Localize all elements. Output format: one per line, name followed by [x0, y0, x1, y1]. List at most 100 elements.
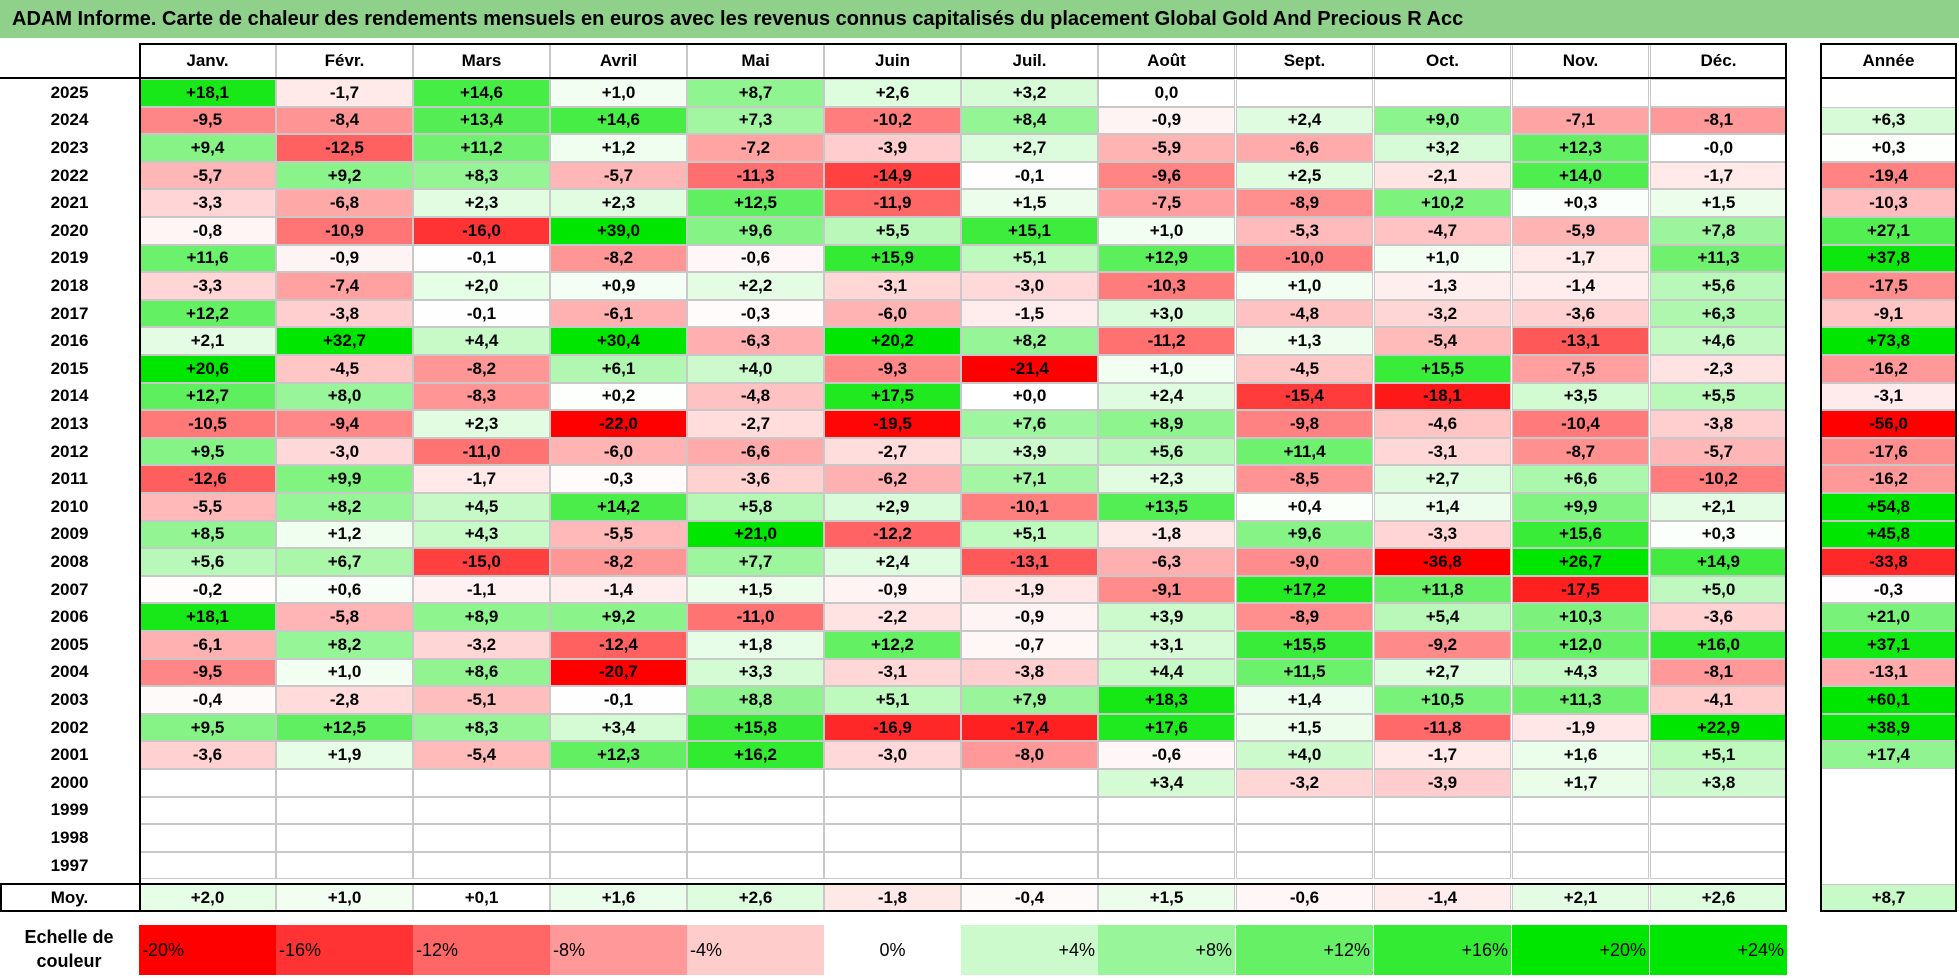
- heatmap-cell: +8,5: [139, 520, 276, 549]
- heatmap-cell: -1,9: [961, 575, 1098, 604]
- year-label: 2012: [50, 441, 89, 461]
- annual-cell: [1820, 824, 1957, 852]
- heatmap-cell: +6,3: [1650, 299, 1787, 328]
- heatmap-cell: [1374, 79, 1511, 107]
- heatmap-cell: +18,3: [1098, 686, 1235, 714]
- heatmap-cell: -7,5: [1512, 355, 1649, 383]
- heatmap-cell: +9,9: [1512, 493, 1649, 521]
- heatmap-cell: -11,0: [413, 437, 550, 466]
- heatmap-cell: -10,2: [824, 106, 961, 135]
- heatmap-cell: -8,7: [1512, 437, 1649, 466]
- heatmap-cell: +5,1: [824, 686, 961, 714]
- heatmap-cell: -0,3: [687, 299, 824, 328]
- heatmap-cell: [961, 824, 1098, 852]
- heatmap-cell: [1236, 796, 1373, 825]
- heatmap-cell: +15,6: [1512, 520, 1649, 549]
- month-header: Févr.: [276, 43, 413, 78]
- header-divider: [0, 77, 1787, 79]
- heatmap-cell: -8,9: [1236, 189, 1373, 217]
- heatmap-cell: +1,6: [1512, 741, 1649, 769]
- heatmap-cell: -9,1: [1098, 575, 1235, 604]
- heatmap-cell: [824, 824, 961, 852]
- heatmap-cell: -0,1: [961, 161, 1098, 190]
- heatmap-cell: -9,0: [1236, 548, 1373, 576]
- heatmap-cell: +1,5: [687, 575, 824, 604]
- heatmap-cell: -6,8: [276, 189, 413, 217]
- heatmap-cell: +1,5: [1650, 189, 1787, 217]
- heatmap-cell: +4,4: [1098, 658, 1235, 687]
- heatmap-cell: -10,2: [1650, 465, 1787, 493]
- heatmap-cell: -3,1: [824, 658, 961, 687]
- heatmap-cell: -3,6: [687, 465, 824, 493]
- year-label: 2018: [50, 275, 89, 295]
- heatmap-cell: +21,0: [687, 520, 824, 549]
- heatmap-cell: +12,3: [550, 741, 687, 769]
- heatmap-cell: [687, 796, 824, 825]
- heatmap-cell: +10,2: [1374, 189, 1511, 217]
- year-label: 2007: [50, 579, 89, 599]
- heatmap-cell: -2,2: [824, 603, 961, 631]
- heatmap-cell: [413, 851, 550, 880]
- heatmap-cell: +4,0: [1236, 741, 1373, 769]
- heatmap-cell: +9,6: [1236, 520, 1373, 549]
- year-label: 1997: [50, 855, 89, 875]
- annual-cell: +37,1: [1820, 631, 1957, 659]
- heatmap-cell: +12,5: [276, 713, 413, 742]
- heatmap-cell: +16,0: [1650, 631, 1787, 659]
- heatmap-cell: +5,5: [824, 217, 961, 245]
- scale-step: 0%: [824, 925, 961, 975]
- heatmap-cell: +7,9: [961, 686, 1098, 714]
- heatmap-cell: +2,6: [824, 79, 961, 107]
- heatmap-cell: [413, 824, 550, 852]
- heatmap-cell: [1236, 79, 1373, 107]
- heatmap-cell: -7,1: [1512, 106, 1649, 135]
- heatmap-cell: -9,6: [1098, 161, 1235, 190]
- scale-step: -8%: [550, 925, 687, 975]
- heatmap-cell: -3,8: [276, 299, 413, 328]
- heatmap-cell: [1650, 79, 1787, 107]
- heatmap-cell: -3,0: [824, 741, 961, 769]
- heatmap-cell: +2,7: [961, 134, 1098, 162]
- heatmap-cell: -3,2: [1236, 769, 1373, 797]
- heatmap-cell: +6,6: [1512, 465, 1649, 493]
- annual-cell: -56,0: [1820, 410, 1957, 438]
- heatmap-cell: -1,7: [413, 465, 550, 493]
- heatmap-cell: +3,9: [1098, 603, 1235, 631]
- heatmap-cell: -12,5: [276, 134, 413, 162]
- heatmap-cell: -16,0: [413, 217, 550, 245]
- heatmap-cell: +12,0: [1512, 631, 1649, 659]
- scale-step: -12%: [413, 925, 550, 975]
- heatmap-cell: -4,7: [1374, 217, 1511, 245]
- heatmap-cell: -11,0: [687, 603, 824, 631]
- heatmap-cell: +10,5: [1374, 686, 1511, 714]
- heatmap-cell: +5,1: [961, 244, 1098, 273]
- heatmap-cell: +2,5: [1236, 161, 1373, 190]
- heatmap-cell: +30,4: [550, 327, 687, 355]
- scale-step: +24%: [1650, 925, 1787, 975]
- heatmap-cell: +0,2: [550, 382, 687, 411]
- year-label: 2024: [50, 110, 89, 130]
- annual-cell: +38,9: [1820, 713, 1957, 742]
- month-header: Nov.: [1512, 43, 1649, 78]
- heatmap-cell: -9,8: [1236, 410, 1373, 438]
- heatmap-cell: [1374, 796, 1511, 825]
- heatmap-cell: +11,8: [1374, 575, 1511, 604]
- heatmap-cell: -9,5: [139, 658, 276, 687]
- heatmap-cell: [139, 769, 276, 797]
- heatmap-cell: -7,2: [687, 134, 824, 162]
- heatmap-cell: -4,8: [1236, 299, 1373, 328]
- heatmap-cell: +2,2: [687, 272, 824, 300]
- annual-cell: +45,8: [1820, 520, 1957, 549]
- average-cell: +1,5: [1098, 884, 1235, 911]
- heatmap-cell: +2,1: [1650, 493, 1787, 521]
- heatmap-cell: -1,1: [413, 575, 550, 604]
- heatmap-cell: -8,2: [413, 355, 550, 383]
- heatmap-cell: +7,6: [961, 410, 1098, 438]
- heatmap-cell: [824, 851, 961, 880]
- heatmap-cell: -3,9: [824, 134, 961, 162]
- heatmap-cell: [276, 851, 413, 880]
- heatmap-cell: +4,0: [687, 355, 824, 383]
- heatmap-cell: -8,1: [1650, 106, 1787, 135]
- annual-cell: -10,3: [1820, 189, 1957, 217]
- average-cell: +2,6: [687, 884, 824, 911]
